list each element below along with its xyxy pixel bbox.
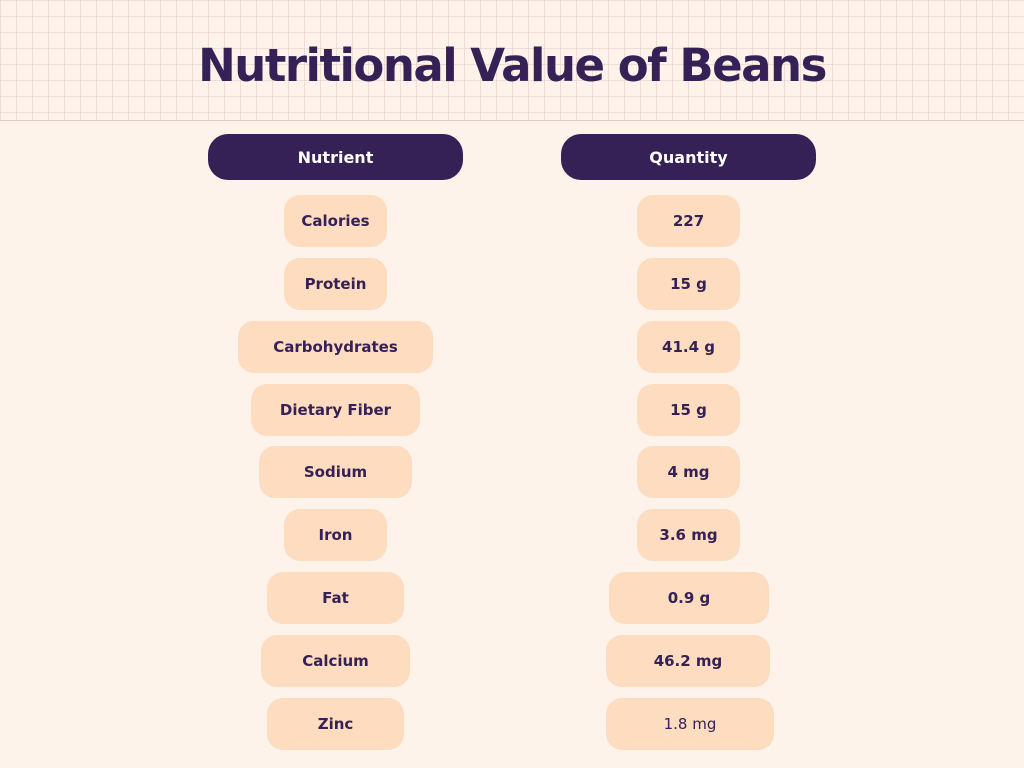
- nutrient-cell-fat: Fat: [267, 572, 404, 624]
- column-header-quantity: Quantity: [561, 134, 816, 180]
- nutrient-cell-sodium: Sodium: [259, 446, 412, 498]
- column-header-nutrient: Nutrient: [208, 134, 463, 180]
- quantity-cell-dietary-fiber: 15 g: [637, 384, 740, 436]
- quantity-cell-zinc: 1.8 mg: [606, 698, 774, 750]
- quantity-cell-iron: 3.6 mg: [637, 509, 740, 561]
- nutrient-cell-protein: Protein: [284, 258, 387, 310]
- nutrient-cell-calories: Calories: [284, 195, 387, 247]
- quantity-cell-sodium: 4 mg: [637, 446, 740, 498]
- quantity-cell-protein: 15 g: [637, 258, 740, 310]
- nutrient-cell-calcium: Calcium: [261, 635, 410, 687]
- quantity-cell-carbohydrates: 41.4 g: [637, 321, 740, 373]
- quantity-cell-fat: 0.9 g: [609, 572, 769, 624]
- nutrient-cell-carbohydrates: Carbohydrates: [238, 321, 433, 373]
- page-title: Nutritional Value of Beans: [198, 39, 827, 92]
- quantity-cell-calories: 227: [637, 195, 740, 247]
- nutrient-cell-iron: Iron: [284, 509, 387, 561]
- nutrient-cell-zinc: Zinc: [267, 698, 404, 750]
- quantity-cell-calcium: 46.2 mg: [606, 635, 770, 687]
- nutrient-cell-dietary-fiber: Dietary Fiber: [251, 384, 420, 436]
- header-grid-band: [0, 0, 1024, 121]
